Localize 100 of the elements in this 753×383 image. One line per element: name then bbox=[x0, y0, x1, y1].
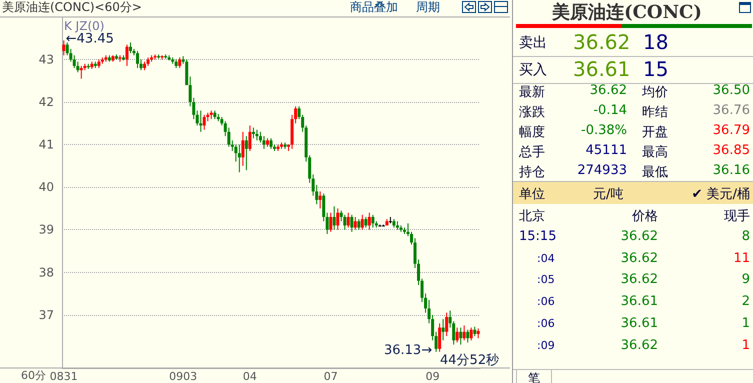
text: 最新 bbox=[519, 84, 545, 101]
x-tick-label: 0903 bbox=[169, 370, 198, 383]
candlestick bbox=[248, 124, 252, 152]
text: 36.62 bbox=[590, 83, 627, 98]
candlestick bbox=[202, 114, 206, 130]
text: 开盘 bbox=[642, 124, 668, 141]
y-tick-label: 37 bbox=[38, 308, 54, 322]
text: -0.38% bbox=[581, 123, 627, 138]
candlestick bbox=[368, 212, 371, 230]
text: 均价 bbox=[642, 84, 668, 101]
candlestick bbox=[125, 44, 128, 66]
candlestick bbox=[329, 212, 332, 232]
candlestick bbox=[442, 318, 445, 341]
y-tick-label: 42 bbox=[38, 95, 54, 110]
text: 36.62 bbox=[620, 338, 658, 353]
chart-title: 美原油连(CONC)<60分> bbox=[2, 0, 142, 14]
candlestick bbox=[128, 42, 132, 54]
text: 持仓 bbox=[519, 164, 545, 181]
candlestick bbox=[332, 206, 336, 230]
text: 笔 bbox=[516, 370, 552, 383]
candlestick bbox=[346, 212, 350, 228]
candlestick bbox=[262, 136, 266, 150]
text: 1 bbox=[742, 338, 750, 353]
text: 价格 bbox=[632, 208, 658, 225]
y-tick-label: 41 bbox=[38, 138, 54, 152]
text: 36.76 bbox=[712, 103, 750, 118]
candlestick bbox=[178, 56, 182, 69]
annotation: ←43.45 bbox=[66, 31, 114, 46]
text: 36.85 bbox=[712, 143, 750, 158]
text: 单位 bbox=[519, 186, 545, 203]
candlestick bbox=[445, 312, 448, 337]
candlestick bbox=[343, 214, 346, 230]
x-tick-label: 09 bbox=[426, 370, 440, 383]
text: 36.16 bbox=[712, 163, 750, 178]
x-tick-label: 0831 bbox=[50, 370, 78, 383]
text: 15 bbox=[643, 57, 668, 81]
text: 商品叠加 bbox=[350, 0, 398, 14]
text: 36.61 bbox=[620, 294, 658, 309]
text: 买入 bbox=[519, 61, 547, 79]
candlestick bbox=[473, 326, 476, 337]
candlestick bbox=[476, 328, 480, 339]
candlestick bbox=[270, 138, 272, 150]
text: :05 bbox=[537, 273, 555, 286]
text: 15:15 bbox=[519, 229, 556, 244]
text: 2 bbox=[742, 294, 750, 309]
text: -0.14 bbox=[593, 103, 627, 118]
candlestick bbox=[241, 131, 244, 166]
text: 最低 bbox=[642, 164, 668, 181]
text: 36.61 bbox=[573, 57, 630, 81]
text: 18 bbox=[643, 30, 668, 54]
text: 周期 bbox=[416, 0, 440, 14]
text: :04 bbox=[537, 252, 555, 265]
candlestick bbox=[136, 50, 140, 69]
text: 36.79 bbox=[712, 123, 750, 138]
candlestick bbox=[371, 214, 374, 228]
text: 卖出 bbox=[519, 34, 547, 52]
text: 昨结 bbox=[642, 104, 668, 121]
y-tick-label: 38 bbox=[38, 265, 54, 280]
candlestick bbox=[360, 214, 364, 230]
text: 幅度 bbox=[519, 124, 545, 141]
text: 美原油连(CONC) bbox=[550, 1, 703, 24]
candlestick bbox=[252, 127, 255, 139]
text: 36.62 bbox=[620, 272, 658, 287]
candlestick bbox=[470, 327, 473, 341]
candlestick bbox=[318, 190, 322, 209]
annotation: 44分52秒 bbox=[440, 353, 500, 368]
text: 36.61 bbox=[620, 316, 658, 331]
x-tick-label: 04 bbox=[242, 370, 257, 383]
text: 36.62 bbox=[620, 251, 658, 266]
y-tick-label: 43 bbox=[38, 52, 54, 67]
x-axis-title: 60分 bbox=[21, 369, 46, 382]
candlestick bbox=[350, 214, 354, 232]
candlestick bbox=[244, 136, 248, 171]
text: 1 bbox=[742, 316, 750, 331]
text: 北京 bbox=[519, 208, 545, 225]
x-tick-label: 07 bbox=[324, 370, 338, 383]
candlestick bbox=[364, 216, 368, 228]
candlestick bbox=[462, 324, 466, 341]
text: 涨跌 bbox=[519, 104, 545, 121]
candlestick bbox=[80, 65, 83, 80]
text: 274933 bbox=[577, 163, 627, 178]
annotation: 36.13→ bbox=[384, 342, 432, 358]
candlestick bbox=[199, 110, 202, 132]
text: ✔ 美元/桶 bbox=[692, 186, 750, 203]
text: 总手 bbox=[519, 144, 545, 161]
text: 11 bbox=[733, 251, 750, 266]
text: 36.62 bbox=[573, 30, 630, 54]
text: 36.62 bbox=[620, 229, 658, 244]
annotation: K JZ(0) bbox=[64, 19, 104, 33]
text: 45111 bbox=[586, 143, 627, 158]
candlestick bbox=[336, 208, 340, 230]
candlestick bbox=[357, 218, 360, 230]
candlestick bbox=[459, 327, 462, 346]
y-tick-label: 39 bbox=[38, 222, 54, 237]
text: 现手 bbox=[724, 208, 750, 225]
candlestick bbox=[62, 40, 66, 56]
text: 36.50 bbox=[712, 83, 750, 98]
text: :06 bbox=[537, 295, 555, 308]
text: 最高 bbox=[642, 144, 668, 161]
y-tick-label: 40 bbox=[38, 180, 54, 194]
